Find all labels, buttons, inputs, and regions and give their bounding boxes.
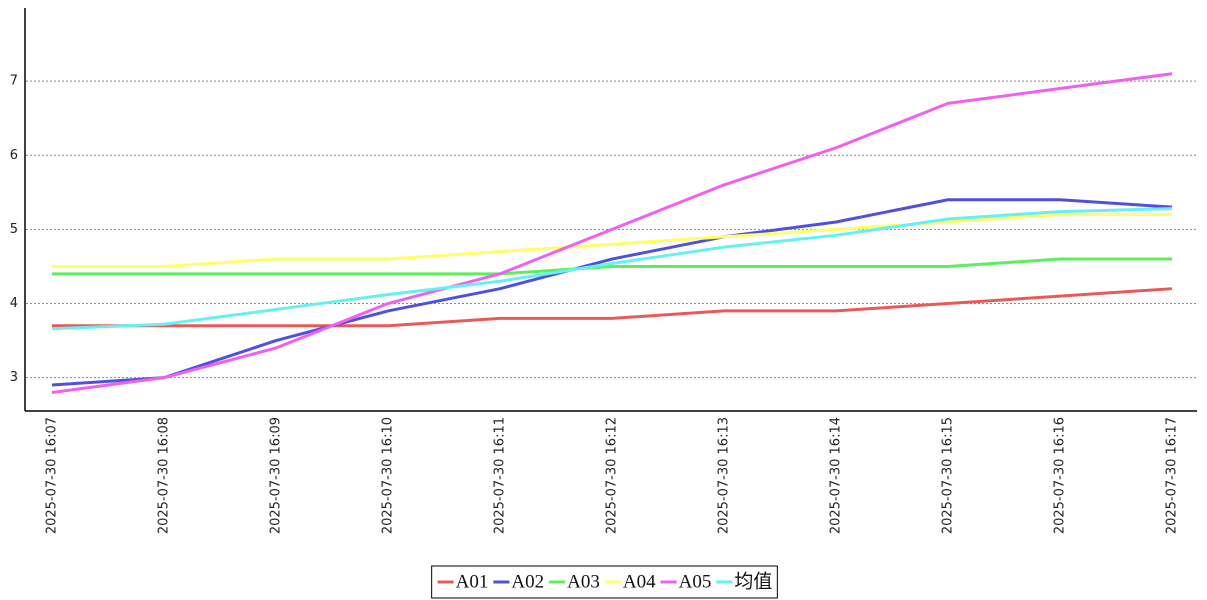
series-line	[51, 72, 1173, 394]
x-tick-label: 2025-07-30 16:07	[45, 417, 60, 534]
legend-label: A05	[679, 571, 712, 592]
x-tick-label: 2025-07-30 16:16	[1053, 417, 1068, 534]
legend-label: A01	[456, 571, 489, 592]
legend-label: A02	[511, 571, 544, 592]
series-line	[52, 257, 1172, 276]
legend: A01 A02 A03 A04 A05 均值	[431, 565, 778, 599]
x-tick-label: 2025-07-30 16:15	[941, 417, 956, 534]
series-line	[52, 287, 1173, 328]
series-line	[51, 207, 1173, 331]
x-tick-label: 2025-07-30 16:12	[605, 417, 620, 534]
x-tick-label: 2025-07-30 16:17	[1165, 417, 1180, 534]
x-tick-label: 2025-07-30 16:13	[717, 417, 732, 534]
legend-label: 均值	[734, 570, 772, 592]
x-tick-label: 2025-07-30 16:14	[829, 417, 844, 534]
series-line	[52, 213, 1172, 268]
x-tick-label: 2025-07-30 16:10	[381, 417, 396, 534]
y-tick-label: 6	[10, 148, 18, 163]
x-tick-label: 2025-07-30 16:08	[157, 417, 172, 534]
y-tick-label: 5	[10, 222, 18, 237]
x-tick-label: 2025-07-30 16:11	[493, 417, 508, 534]
x-tick-label: 2025-07-30 16:09	[269, 417, 284, 534]
y-tick-label: 4	[10, 296, 18, 311]
y-tick-label: 3	[10, 370, 18, 385]
series-line	[51, 198, 1173, 387]
legend-label: A03	[567, 571, 600, 592]
legend-label: A04	[623, 571, 656, 592]
y-tick-label: 7	[10, 74, 18, 89]
